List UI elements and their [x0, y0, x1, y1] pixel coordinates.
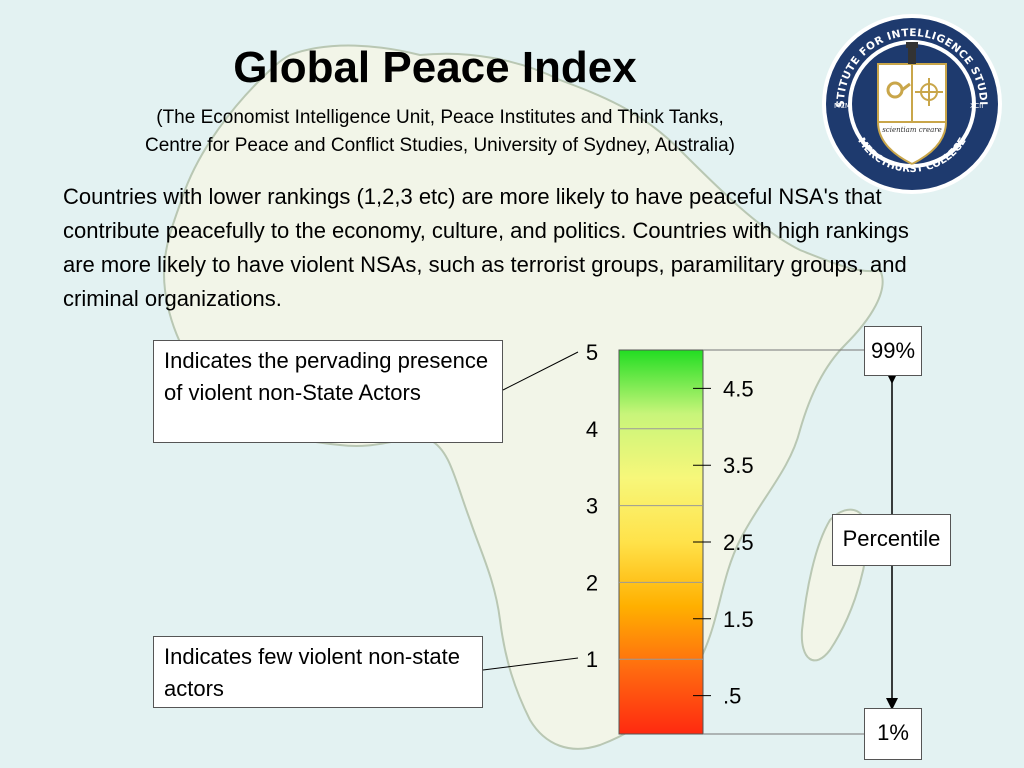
scale-major-label: 1: [586, 647, 598, 672]
scale-minor-label: 3.5: [723, 453, 754, 478]
callout-few-violent-actors: Indicates few violent non-state actors: [153, 636, 483, 708]
seal-initials-left: MCM: [834, 102, 851, 110]
page-title: Global Peace Index: [233, 43, 637, 92]
percentile-top-box: 99%: [864, 326, 922, 376]
gradient-scale-bar: [618, 349, 704, 735]
scale-major-label: 3: [586, 494, 598, 519]
percentile-bottom-box: 1%: [864, 708, 922, 760]
callout-top-connector: [502, 351, 579, 391]
scale-major-label: 5: [586, 340, 598, 365]
scale-minor-label: 4.5: [723, 376, 754, 401]
subtitle-line-2: Centre for Peace and Conflict Studies, U…: [145, 135, 735, 156]
percentile-label: Percentile: [842, 526, 941, 551]
description-paragraph: Countries with lower rankings (1,2,3 etc…: [63, 184, 909, 311]
seal-initials-right: XCII: [970, 102, 983, 110]
scale-minor-label: 1.5: [723, 607, 754, 632]
scale-minor-label: 2.5: [723, 530, 754, 555]
percentile-label-box: Percentile: [832, 514, 951, 566]
subtitle: (The Economist Intelligence Unit, Peace …: [40, 104, 840, 160]
scale-major-label: 4: [586, 417, 598, 442]
callout-bottom-connector: [482, 657, 579, 671]
seal-motto: scientiam creare: [882, 126, 942, 134]
scale-major-label: 2: [586, 570, 598, 595]
subtitle-line-1: (The Economist Intelligence Unit, Peace …: [156, 107, 724, 128]
institute-seal-logo: scientiam creare INSTITUTE FOR INTELLIGE…: [820, 12, 1002, 194]
callout-violent-actors: Indicates the pervading presence of viol…: [153, 340, 503, 443]
scale-minor-label: .5: [723, 684, 741, 709]
